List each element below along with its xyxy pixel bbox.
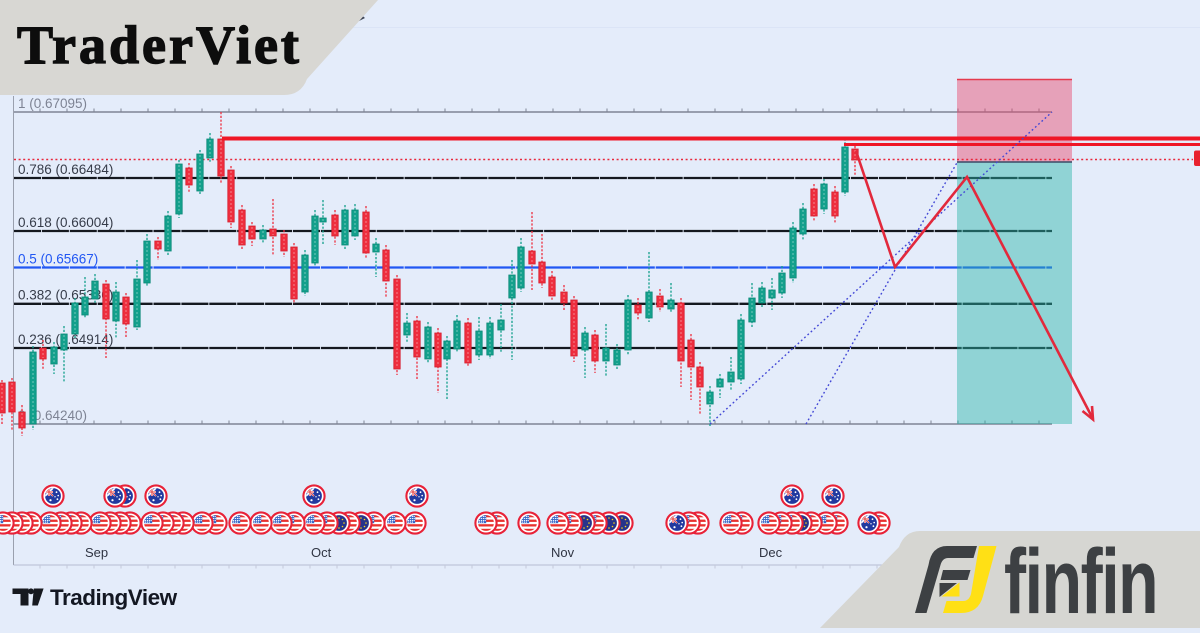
svg-text:0.618 (0.66004): 0.618 (0.66004) (18, 215, 113, 230)
svg-text:Oct: Oct (311, 545, 332, 560)
svg-text:finfin: finfin (1004, 529, 1157, 628)
svg-text:Nov: Nov (551, 545, 575, 560)
svg-text:TradingView: TradingView (50, 585, 178, 610)
svg-text:0.5 (0.65667): 0.5 (0.65667) (18, 252, 98, 267)
svg-text:1 (0.67095): 1 (0.67095) (18, 96, 87, 111)
svg-text:Sep: Sep (85, 545, 108, 560)
svg-text:Dec: Dec (759, 545, 783, 560)
svg-text:0.382 (0.65330): 0.382 (0.65330) (18, 288, 113, 303)
svg-text:0.786 (0.66484): 0.786 (0.66484) (18, 162, 113, 177)
svg-text:0 (0.64240): 0 (0.64240) (18, 408, 87, 423)
